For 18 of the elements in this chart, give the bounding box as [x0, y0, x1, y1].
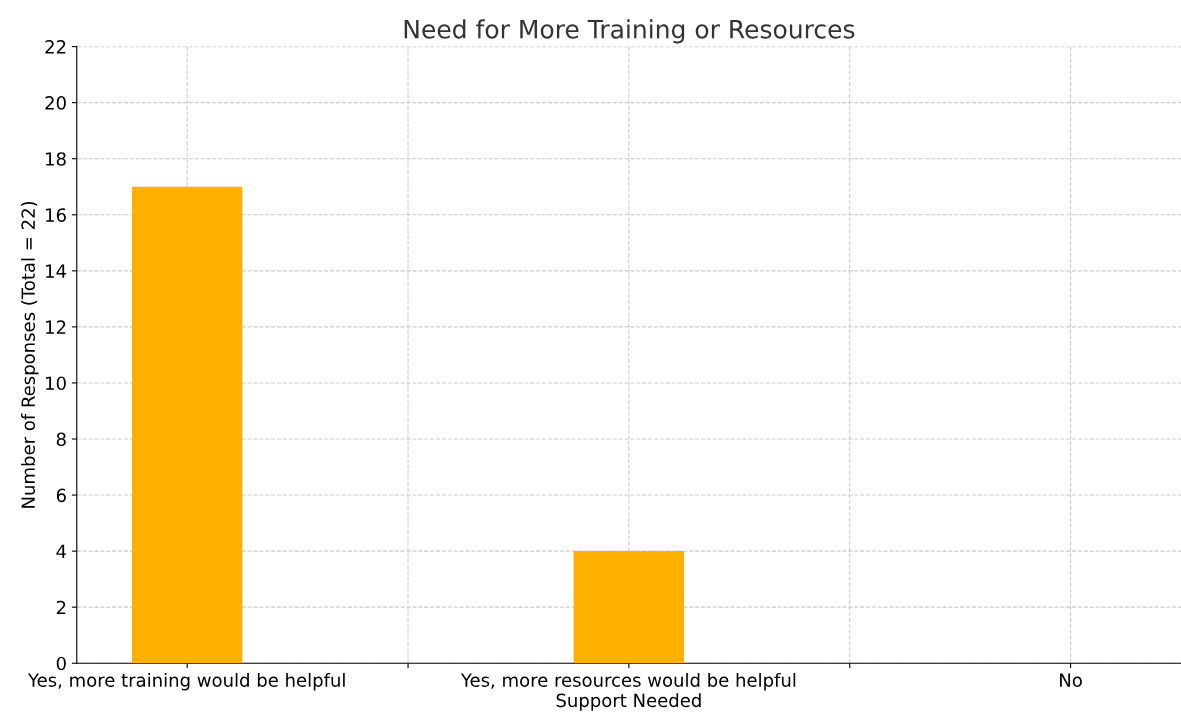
y-tick-label: 20 — [45, 96, 66, 110]
y-tick-label: 4 — [56, 544, 67, 558]
chart-title: Need for More Training or Resources — [404, 19, 855, 44]
y-tick-label: 16 — [46, 208, 66, 222]
y-tick-label: 6 — [56, 488, 66, 503]
y-axis-title: Number of Responses (Total = 22) — [21, 201, 39, 508]
y-tick-label: 14 — [46, 264, 67, 278]
y-tick-label: 2 — [56, 600, 66, 615]
y-tick-label: 22 — [45, 40, 66, 54]
y-tick-label: 8 — [56, 432, 66, 447]
x-tick-label: No — [1060, 673, 1082, 687]
x-axis-title: Support Needed — [556, 693, 701, 711]
y-tick-label: 0 — [56, 656, 66, 671]
y-tick-label: 18 — [46, 152, 66, 166]
x-tick-label: Yes, more resources would be helpful — [460, 672, 796, 691]
y-tick-label: 12 — [46, 320, 66, 334]
x-tick-label: Yes, more training would be helpful — [27, 672, 345, 691]
y-tick-label: 10 — [46, 376, 66, 391]
